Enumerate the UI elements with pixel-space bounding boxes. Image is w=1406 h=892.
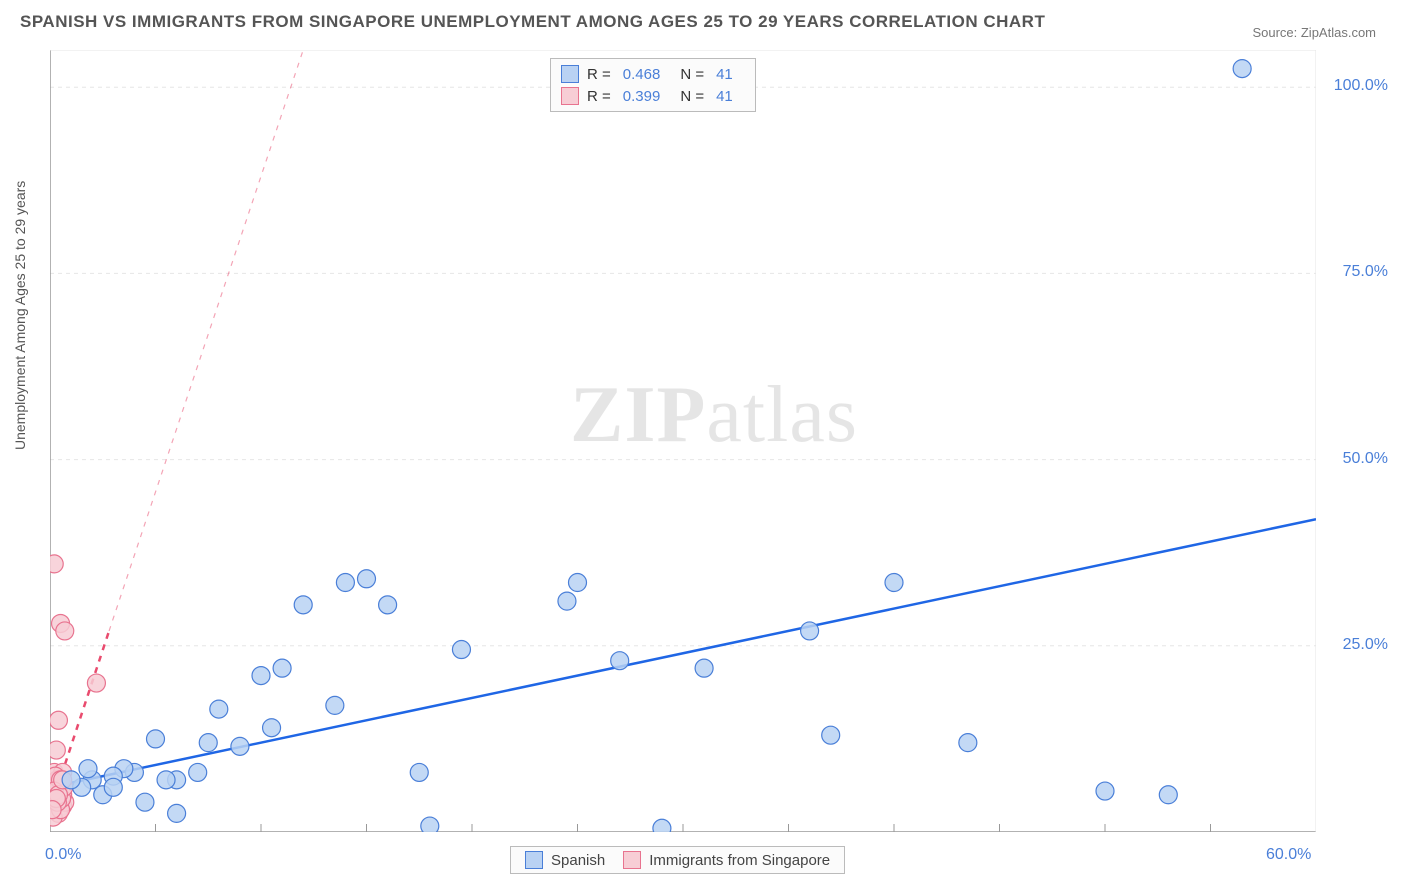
x-tick-label: 60.0% [1266,846,1311,864]
swatch-singapore [561,87,579,105]
scatter-chart [50,50,1316,832]
legend-item-singapore: Immigrants from Singapore [623,851,830,869]
y-tick-label: 75.0% [1318,263,1388,281]
x-tick-label: 0.0% [45,846,81,864]
swatch-spanish [525,851,543,869]
y-tick-label: 25.0% [1318,636,1388,654]
swatch-singapore [623,851,641,869]
source-attribution: Source: ZipAtlas.com [1252,25,1376,40]
swatch-spanish [561,65,579,83]
legend-label: Spanish [551,852,605,869]
legend-row-singapore: R =0.399 N =41 [561,85,745,107]
correlation-legend: R =0.468 N =41 R =0.399 N =41 [550,58,756,112]
series-legend: Spanish Immigrants from Singapore [510,846,845,874]
y-axis-label: Unemployment Among Ages 25 to 29 years [12,181,28,450]
legend-item-spanish: Spanish [525,851,605,869]
chart-svg [50,50,1316,832]
y-tick-label: 50.0% [1318,450,1388,468]
legend-row-spanish: R =0.468 N =41 [561,63,745,85]
legend-label: Immigrants from Singapore [649,852,830,869]
y-tick-label: 100.0% [1318,77,1388,95]
chart-title: SPANISH VS IMMIGRANTS FROM SINGAPORE UNE… [20,12,1045,32]
